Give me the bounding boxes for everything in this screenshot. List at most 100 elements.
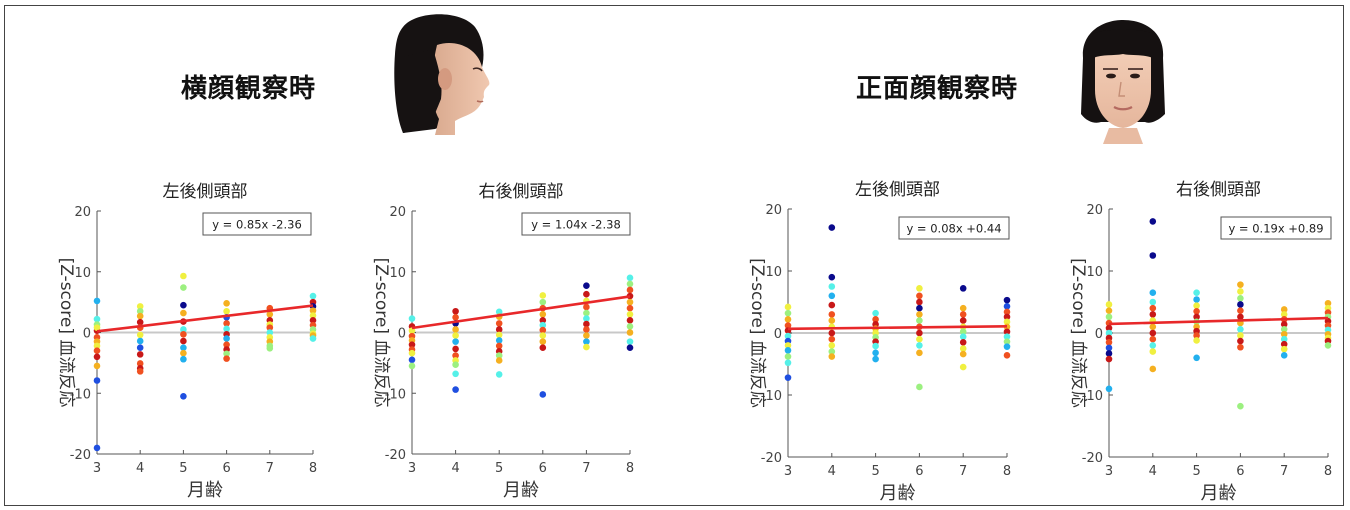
data-point <box>1105 301 1113 308</box>
data-point <box>452 352 459 359</box>
data-point <box>784 353 792 360</box>
data-point <box>1003 303 1011 310</box>
data-point <box>828 301 836 309</box>
data-point <box>495 337 503 344</box>
data-point <box>136 360 144 367</box>
regression-line <box>787 325 1008 331</box>
y-tick-label: 20 <box>765 203 782 218</box>
data-point <box>1280 335 1288 343</box>
data-point <box>223 320 230 327</box>
y-tick-label: 20 <box>74 205 91 220</box>
y-tick-label: 0 <box>774 327 782 342</box>
data-point <box>828 311 836 318</box>
x-tick-label: 7 <box>1280 464 1288 479</box>
data-point <box>136 303 144 310</box>
data-point <box>626 310 634 318</box>
data-point <box>93 377 101 384</box>
data-point <box>539 344 547 351</box>
chart-title: 右後側頭部 <box>1176 180 1261 200</box>
x-tick-label: 5 <box>871 464 879 479</box>
data-point <box>136 344 144 351</box>
frontal-face-photo <box>1081 20 1165 144</box>
data-point <box>1149 304 1157 312</box>
y-tick-label: -20 <box>385 448 406 463</box>
data-point <box>1149 329 1157 337</box>
data-point <box>916 298 923 306</box>
data-point <box>1149 348 1157 355</box>
data-point <box>959 311 967 318</box>
data-point <box>1105 355 1113 363</box>
data-point <box>452 386 459 393</box>
data-point <box>93 347 101 355</box>
chart-left-profile: 左後側頭部 -20 -10 0 10 20 3 4 5 6 7 8 月齢 [Z-score] 血流反応 y … <box>56 182 317 501</box>
chart-left-frontal: 左後側頭部 -20 -10 0 10 20 3 4 5 6 7 8 月齢 [Z-score] 血流反応 y … <box>747 180 1011 504</box>
data-point <box>1237 288 1244 295</box>
data-point <box>583 303 590 311</box>
data-point <box>626 323 634 330</box>
data-point <box>452 370 459 378</box>
x-tick-label: 4 <box>828 464 836 479</box>
data-point <box>1193 337 1200 344</box>
data-point <box>626 338 634 345</box>
data-point <box>626 344 634 351</box>
data-point <box>872 316 879 323</box>
data-point <box>916 349 923 357</box>
data-point <box>1193 296 1200 303</box>
data-point <box>180 344 187 351</box>
equation-box <box>898 216 1010 240</box>
data-point <box>93 315 101 323</box>
x-tick-label: 6 <box>539 461 547 476</box>
data-point <box>959 285 967 292</box>
data-point <box>1003 313 1011 321</box>
data-point <box>495 357 503 364</box>
data-point <box>1105 350 1113 357</box>
data-point <box>959 339 967 346</box>
data-point <box>583 320 590 328</box>
data-point <box>136 331 144 339</box>
x-tick-label: 7 <box>959 464 967 479</box>
y-tick-label: -10 <box>1082 389 1103 404</box>
data-point <box>180 309 187 317</box>
data-point <box>1105 324 1113 332</box>
data-point <box>916 311 923 318</box>
data-point <box>452 345 459 353</box>
data-point <box>539 338 547 345</box>
data-point <box>583 343 590 351</box>
data-point <box>828 273 836 281</box>
data-point <box>539 292 547 299</box>
data-point <box>223 335 230 342</box>
data-point <box>1149 323 1157 331</box>
chart-title: 左後側頭部 <box>855 180 940 200</box>
data-point <box>180 331 187 338</box>
x-tick-label: 5 <box>495 461 503 476</box>
data-point <box>1105 313 1113 321</box>
data-point <box>1237 307 1244 314</box>
data-point <box>93 324 101 331</box>
x-tick-label: 3 <box>93 461 101 476</box>
data-point <box>1149 218 1157 225</box>
data-point <box>583 326 590 333</box>
data-point <box>1149 298 1157 306</box>
data-point <box>93 444 101 452</box>
x-tick-label: 6 <box>222 461 230 476</box>
y-tick-label: 20 <box>1086 203 1103 218</box>
data-point <box>1280 325 1288 333</box>
data-point <box>495 308 503 316</box>
data-point <box>583 282 590 290</box>
data-point <box>309 292 317 300</box>
y-tick-label: 10 <box>74 266 91 281</box>
data-point <box>452 307 459 315</box>
data-point <box>223 350 230 358</box>
data-point <box>583 338 590 345</box>
data-point <box>1193 332 1200 339</box>
data-point <box>93 297 101 305</box>
regression-line <box>96 304 314 333</box>
data-point <box>872 342 879 350</box>
y-axis-label: [Z-score] 血流反応 <box>747 258 767 408</box>
x-axis-label: 月齢 <box>187 480 223 501</box>
data-point <box>1280 352 1288 359</box>
data-point <box>784 374 792 381</box>
data-point <box>916 317 923 324</box>
data-point <box>583 309 590 317</box>
data-point <box>1003 338 1011 345</box>
